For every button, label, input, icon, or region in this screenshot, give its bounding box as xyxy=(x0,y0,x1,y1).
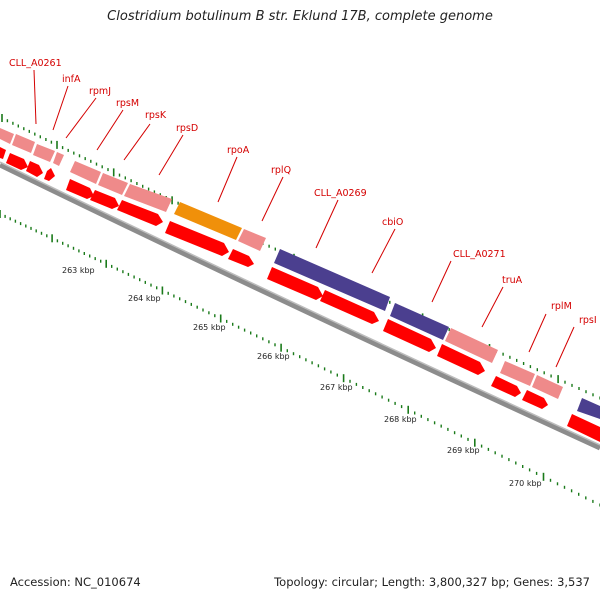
gene-label-cbiO: cbiO xyxy=(382,217,403,228)
feature-pink xyxy=(532,375,563,399)
gene-label-infA: infA xyxy=(62,74,81,85)
gene-label-truA: truA xyxy=(502,275,523,286)
feature-pink xyxy=(445,328,498,363)
scale-label-263: 263 kbp xyxy=(62,266,95,275)
gene-label-rpsM: rpsM xyxy=(116,98,139,109)
feature-red xyxy=(165,221,229,256)
gene-label-CLL_A0269: CLL_A0269 xyxy=(314,188,367,199)
feature-red xyxy=(90,190,119,209)
feature-pink xyxy=(124,184,172,212)
scale-label-264: 264 kbp xyxy=(128,294,161,303)
feature-red xyxy=(567,414,600,442)
feature-red xyxy=(44,168,55,181)
gene-label-rpoA: rpoA xyxy=(227,145,250,156)
scale-label-268: 268 kbp xyxy=(384,415,417,424)
feature-purple xyxy=(274,249,390,311)
feature-pink xyxy=(238,229,266,251)
feature-red xyxy=(6,153,28,170)
gene-label-rplQ: rplQ xyxy=(271,165,291,176)
feature-purple xyxy=(577,398,600,419)
feature-pink xyxy=(98,173,128,195)
feature-pink xyxy=(70,161,101,184)
feature-pink xyxy=(500,361,535,386)
feature-red xyxy=(117,200,163,226)
genome-summary-text: Topology: circular; Length: 3,800,327 bp… xyxy=(274,575,590,589)
scale-labels: 263 kbp 264 kbp 265 kbp 266 kbp 267 kbp … xyxy=(62,266,542,488)
gene-label-CLL_A0271: CLL_A0271 xyxy=(453,249,506,260)
feature-red xyxy=(383,319,436,352)
feature-red xyxy=(26,161,43,177)
feature-red xyxy=(267,267,323,300)
scale-label-266: 266 kbp xyxy=(257,352,290,361)
accession-text: Accession: NC_010674 xyxy=(10,575,141,589)
feature-red xyxy=(0,147,6,159)
feature-red xyxy=(228,249,254,267)
feature-pink xyxy=(12,134,35,153)
feature-pink xyxy=(53,152,64,166)
label-leaders xyxy=(33,69,575,368)
map-title: Clostridium botulinum B str. Eklund 17B,… xyxy=(107,9,493,24)
feature-red xyxy=(522,390,548,409)
inner-tick-row xyxy=(0,210,600,507)
gene-label-rpsD: rpsD xyxy=(176,123,198,134)
feature-pink xyxy=(0,128,14,144)
genome-backbone-highlight xyxy=(0,161,600,446)
feature-red xyxy=(437,344,485,375)
feature-red xyxy=(66,179,94,199)
feature-red xyxy=(491,376,521,397)
gene-labels: CLL_A0261 infA rpmJ rpsM rpsK rpsD rpoA … xyxy=(9,58,597,326)
gene-label-rplM: rplM xyxy=(551,301,572,312)
genome-backbone xyxy=(0,162,600,451)
gene-label-CLL_A0261: CLL_A0261 xyxy=(9,58,62,69)
scale-label-270: 270 kbp xyxy=(509,479,542,488)
feature-track xyxy=(0,128,600,442)
gene-label-rpsK: rpsK xyxy=(145,110,167,121)
feature-pink xyxy=(33,144,55,162)
feature-red xyxy=(320,290,379,324)
gene-label-rpmJ: rpmJ xyxy=(89,86,111,97)
scale-label-265: 265 kbp xyxy=(193,323,226,332)
feature-purple xyxy=(390,303,449,340)
scale-label-269: 269 kbp xyxy=(447,446,480,455)
gene-label-rpsI: rpsI xyxy=(579,315,597,326)
outer-tick-row xyxy=(1,114,600,400)
feature-orange xyxy=(174,202,242,240)
scale-label-267: 267 kbp xyxy=(320,383,353,392)
